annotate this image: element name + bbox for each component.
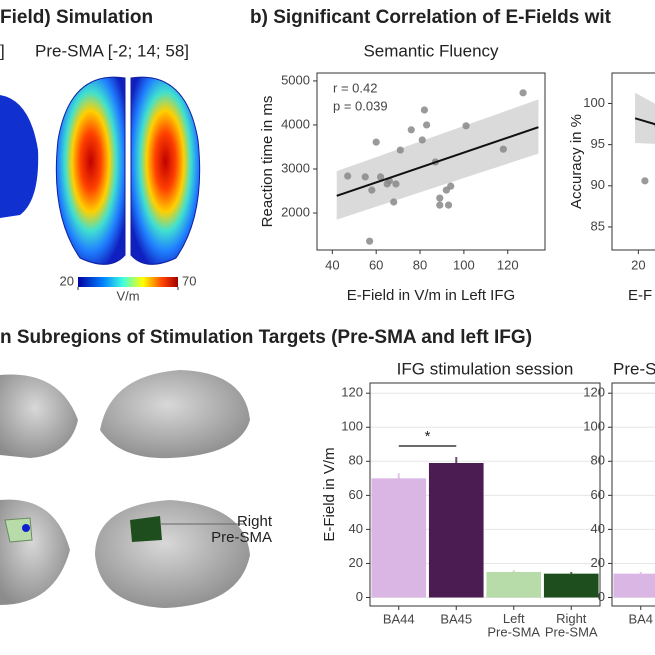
data-point: [641, 177, 649, 185]
bar: [613, 573, 655, 598]
y-axis-label: E-Field in V/m: [321, 447, 338, 541]
data-point: [392, 180, 400, 188]
y-tick-label: 0: [356, 589, 363, 604]
x-tick-label: BA4: [628, 611, 653, 626]
plot-frame: [369, 382, 601, 607]
y-tick-label: 80: [349, 453, 363, 468]
x-tick-label: 100: [453, 257, 475, 272]
brain-image: [0, 370, 250, 608]
x-tick-label: 80: [413, 257, 427, 272]
plot-frame: [316, 72, 546, 251]
data-point: [376, 173, 385, 181]
y-tick-label: 2000: [281, 204, 310, 219]
y-axis-label: Accuracy in %: [568, 114, 585, 209]
plot-frame: [611, 72, 655, 251]
colorbar-unit: V/m: [116, 288, 139, 303]
data-point: [519, 89, 527, 97]
y-tick-label: 20: [591, 555, 605, 570]
plot-background: [612, 73, 655, 250]
scatter-chart: 85 90 95 100 Accuracy in % E-F 20: [568, 72, 655, 304]
data-point: [372, 138, 380, 146]
y-axis-label: Reaction time in ms: [259, 96, 276, 228]
x-tick-label: BA45: [440, 611, 472, 626]
y-tick-label: 95: [591, 136, 605, 151]
data-point: [444, 201, 453, 209]
data-point: [361, 173, 369, 181]
x-axis-label: E-Field in V/m in Left IFG: [347, 287, 515, 304]
brain-image: [0, 76, 201, 265]
panel-title: b) Significant Correlation of E-Fields w…: [250, 7, 612, 28]
plot-background: [612, 383, 655, 606]
region-label: Right Pre-SMA: [211, 513, 273, 546]
data-point: [420, 106, 429, 114]
x-tick-label: Right Pre-SMA: [545, 611, 598, 640]
y-tick-label: 20: [349, 555, 363, 570]
data-point: [447, 182, 455, 190]
x-tick-label: Left Pre-SMA: [487, 611, 540, 640]
x-tick-label: 60: [369, 257, 383, 272]
data-point: [418, 136, 426, 144]
data-point: [436, 201, 444, 209]
colorbar: [78, 277, 178, 287]
bar: [486, 571, 542, 598]
chart-title: Pre-S: [613, 359, 655, 378]
bar: [428, 463, 484, 598]
bar: [371, 478, 427, 598]
colorbar-tick-label: 20: [60, 273, 74, 288]
y-tick-label: 60: [591, 487, 605, 502]
y-tick-label: 120: [583, 385, 605, 400]
x-axis-label: E-F: [628, 287, 652, 304]
y-tick-label: 40: [591, 521, 605, 536]
significance-label: *: [425, 428, 431, 445]
y-tick-label: 100: [583, 419, 605, 434]
y-tick-label: 90: [591, 177, 605, 192]
chart-title: Semantic Fluency: [363, 41, 499, 60]
y-tick-label: 80: [591, 453, 605, 468]
y-tick-label: 5000: [281, 72, 310, 87]
y-tick-label: 60: [349, 487, 363, 502]
y-tick-label: 100: [341, 419, 363, 434]
data-point: [462, 122, 470, 130]
scatter-chart: 2000 3000 4000 5000 Semantic Fluency Reaction…: [259, 41, 546, 304]
x-tick-label: 120: [497, 257, 519, 272]
data-point: [436, 194, 444, 202]
bar: [543, 573, 599, 598]
chart-title: IFG stimulation session: [397, 359, 574, 378]
data-point: [344, 172, 352, 180]
data-point: [407, 126, 415, 134]
data-point: [366, 237, 374, 245]
annotation: r = 0.42: [333, 80, 377, 95]
x-tick-label: BA44: [383, 611, 415, 626]
bar-chart: 0 20 40 60 80 100 120 IFG stimulation session E-…: [321, 359, 601, 640]
confidence-band: [635, 92, 655, 144]
data-point: [390, 198, 398, 206]
plot-frame: [611, 382, 655, 607]
y-tick-label: 85: [591, 218, 605, 233]
panel-title: n Subregions of Stimulation Targets (Pre…: [0, 327, 532, 348]
annotation: p = 0.039: [333, 98, 388, 113]
y-tick-label: 40: [349, 521, 363, 536]
x-tick-label: 20: [631, 257, 645, 272]
y-tick-label: 0: [598, 589, 605, 604]
y-tick-label: 3000: [281, 160, 310, 175]
data-point: [499, 145, 507, 153]
y-tick-label: 100: [583, 95, 605, 110]
colorbar-tick-label: 70: [182, 273, 196, 288]
y-tick-label: 120: [341, 385, 363, 400]
regression-line: [634, 117, 655, 126]
x-tick-label: 40: [325, 257, 339, 272]
bar-chart: 0 20 40 60 80 100 120 Pre-S BA4: [583, 359, 655, 626]
panel-title: Field) Simulation: [0, 7, 153, 28]
data-point: [368, 186, 376, 194]
data-point: [423, 121, 431, 129]
regression-line: [336, 126, 539, 197]
target-label: Pre-SMA [-2; 14; 58]: [35, 41, 189, 60]
target-label: ]: [0, 41, 5, 60]
data-point: [396, 146, 404, 154]
y-tick-label: 4000: [281, 116, 310, 131]
